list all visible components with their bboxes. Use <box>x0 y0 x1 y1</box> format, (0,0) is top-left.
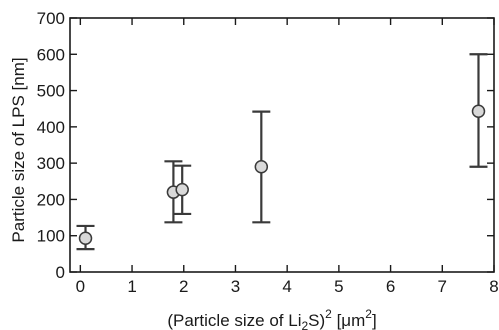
axes <box>69 17 495 273</box>
data-points <box>78 104 486 246</box>
x-tick-label: 7 <box>438 277 447 296</box>
y-tick-label: 100 <box>37 227 65 246</box>
x-tick-label: 5 <box>334 277 343 296</box>
data-point <box>254 160 269 174</box>
x-tick-label: 4 <box>282 277 291 296</box>
x-axis-label: (Particle size of Li2S)2 [μm2] <box>167 307 376 330</box>
data-point <box>78 231 93 246</box>
x-tick-label: 6 <box>386 277 395 296</box>
data-point <box>471 104 486 119</box>
y-tick-label: 0 <box>56 263 65 282</box>
data-point <box>175 182 189 197</box>
y-tick-label: 700 <box>37 9 65 28</box>
y-tick-label: 200 <box>37 190 65 209</box>
y-tick-label: 500 <box>37 82 65 101</box>
x-tick-label: 1 <box>127 277 136 296</box>
x-tick-label: 8 <box>489 277 498 296</box>
y-axis-label: Particle size of LPS [nm] <box>9 57 28 242</box>
x-tick-label: 3 <box>231 277 240 296</box>
error-bars <box>76 53 488 251</box>
x-tick-label: 2 <box>179 277 188 296</box>
tick-labels: 0 1 2 3 4 5 6 7 8 0 100 200 300 400 500 600 700 <box>37 9 499 296</box>
plot-frame <box>69 17 495 273</box>
y-tick-label: 300 <box>37 154 65 173</box>
y-tick-label: 600 <box>37 45 65 64</box>
y-tick-label: 400 <box>37 118 65 137</box>
ticks <box>70 17 495 273</box>
x-tick-label: 0 <box>76 277 85 296</box>
